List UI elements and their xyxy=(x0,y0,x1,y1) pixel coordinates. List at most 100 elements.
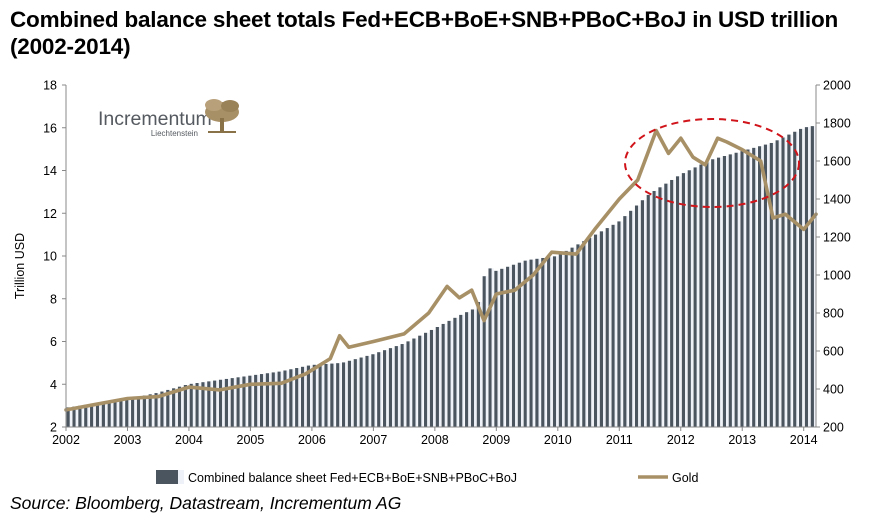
bar-highlight xyxy=(450,320,453,427)
bar-highlight xyxy=(151,394,154,427)
bar-body xyxy=(711,159,715,427)
bar xyxy=(582,241,588,427)
bar-body xyxy=(646,194,650,427)
bar-highlight xyxy=(813,126,817,428)
bar xyxy=(166,389,172,427)
bar-highlight xyxy=(69,407,72,427)
bar-body xyxy=(769,142,773,427)
bar-highlight xyxy=(380,352,383,427)
bar-body xyxy=(277,371,281,427)
x-tick-label: 2005 xyxy=(237,433,265,447)
bar-highlight xyxy=(497,270,500,427)
bar-highlight xyxy=(110,401,113,427)
bar-body xyxy=(148,394,152,427)
bar-body xyxy=(558,254,563,427)
bar-highlight xyxy=(310,365,313,427)
bar xyxy=(758,146,764,428)
bar-highlight xyxy=(327,363,330,427)
bar-body xyxy=(365,355,369,427)
bar-highlight xyxy=(298,368,301,427)
bar xyxy=(306,365,313,427)
bar-highlight xyxy=(415,338,418,427)
y-right-tick-label: 1600 xyxy=(823,155,851,169)
bar-highlight xyxy=(122,400,125,427)
bar xyxy=(336,363,342,427)
x-tick-label: 2002 xyxy=(52,433,80,447)
bar xyxy=(646,194,652,427)
bar xyxy=(101,402,108,427)
bar-highlight xyxy=(216,380,219,427)
bar-body xyxy=(125,399,129,427)
bar-highlight xyxy=(743,151,746,427)
bar xyxy=(664,183,670,427)
bar xyxy=(810,126,817,428)
bar-body xyxy=(259,374,264,427)
bar xyxy=(113,400,119,427)
bar-highlight xyxy=(515,264,518,427)
bar-highlight xyxy=(556,256,559,427)
bar-body xyxy=(347,360,352,427)
bar xyxy=(470,309,477,427)
bar-body xyxy=(740,151,744,427)
bar-highlight xyxy=(802,128,805,427)
bar xyxy=(119,400,125,427)
bar xyxy=(459,314,465,427)
x-tick-label: 2007 xyxy=(359,433,387,447)
y-left-tick-label: 6 xyxy=(50,335,57,349)
bar xyxy=(705,161,711,427)
bar-highlight xyxy=(726,156,729,427)
bar xyxy=(716,157,723,427)
bar-body xyxy=(107,401,111,427)
bar-highlight xyxy=(708,161,711,427)
bar xyxy=(66,407,72,427)
bar-highlight xyxy=(87,404,90,427)
bar-highlight xyxy=(263,374,266,427)
bar xyxy=(482,276,488,427)
bar xyxy=(763,144,770,427)
bar-highlight xyxy=(644,200,647,427)
bar-highlight xyxy=(620,221,623,427)
bar-highlight xyxy=(333,363,336,427)
x-tick-label: 2012 xyxy=(667,433,695,447)
bar-highlight xyxy=(140,396,143,427)
bar xyxy=(781,137,787,427)
bar-body xyxy=(388,348,393,427)
bar-highlight xyxy=(503,268,506,427)
bar-body xyxy=(154,393,158,427)
y-right-tick-label: 1000 xyxy=(823,269,851,283)
bar-highlight xyxy=(433,329,436,427)
y-left-tick-label: 8 xyxy=(50,292,57,306)
bar-body xyxy=(634,205,639,427)
bar xyxy=(341,362,348,427)
bar xyxy=(722,156,729,427)
bar xyxy=(277,371,283,427)
bar-body xyxy=(289,369,293,427)
bar-body xyxy=(441,323,445,427)
bar-highlight xyxy=(690,170,693,427)
bar-body xyxy=(465,312,469,427)
bar-body xyxy=(424,332,428,427)
bar-highlight xyxy=(251,375,254,427)
bar xyxy=(78,405,84,427)
bar-body xyxy=(810,126,814,428)
bar-body xyxy=(564,250,568,427)
bar xyxy=(347,360,354,427)
bar-body xyxy=(605,228,609,427)
bar-body xyxy=(177,386,182,427)
bar xyxy=(429,329,436,427)
bar-body xyxy=(459,314,463,427)
bar xyxy=(734,152,740,427)
bar xyxy=(494,270,500,427)
bar-highlight xyxy=(573,247,576,427)
bar xyxy=(728,154,734,427)
bar xyxy=(629,210,635,427)
bar-body xyxy=(552,256,557,427)
bar-body xyxy=(722,156,727,427)
bar-body xyxy=(728,154,732,427)
bar xyxy=(207,381,213,427)
bar-body xyxy=(506,266,510,427)
bar xyxy=(681,173,688,427)
x-tick-label: 2006 xyxy=(298,433,326,447)
bar-highlight xyxy=(550,257,553,427)
